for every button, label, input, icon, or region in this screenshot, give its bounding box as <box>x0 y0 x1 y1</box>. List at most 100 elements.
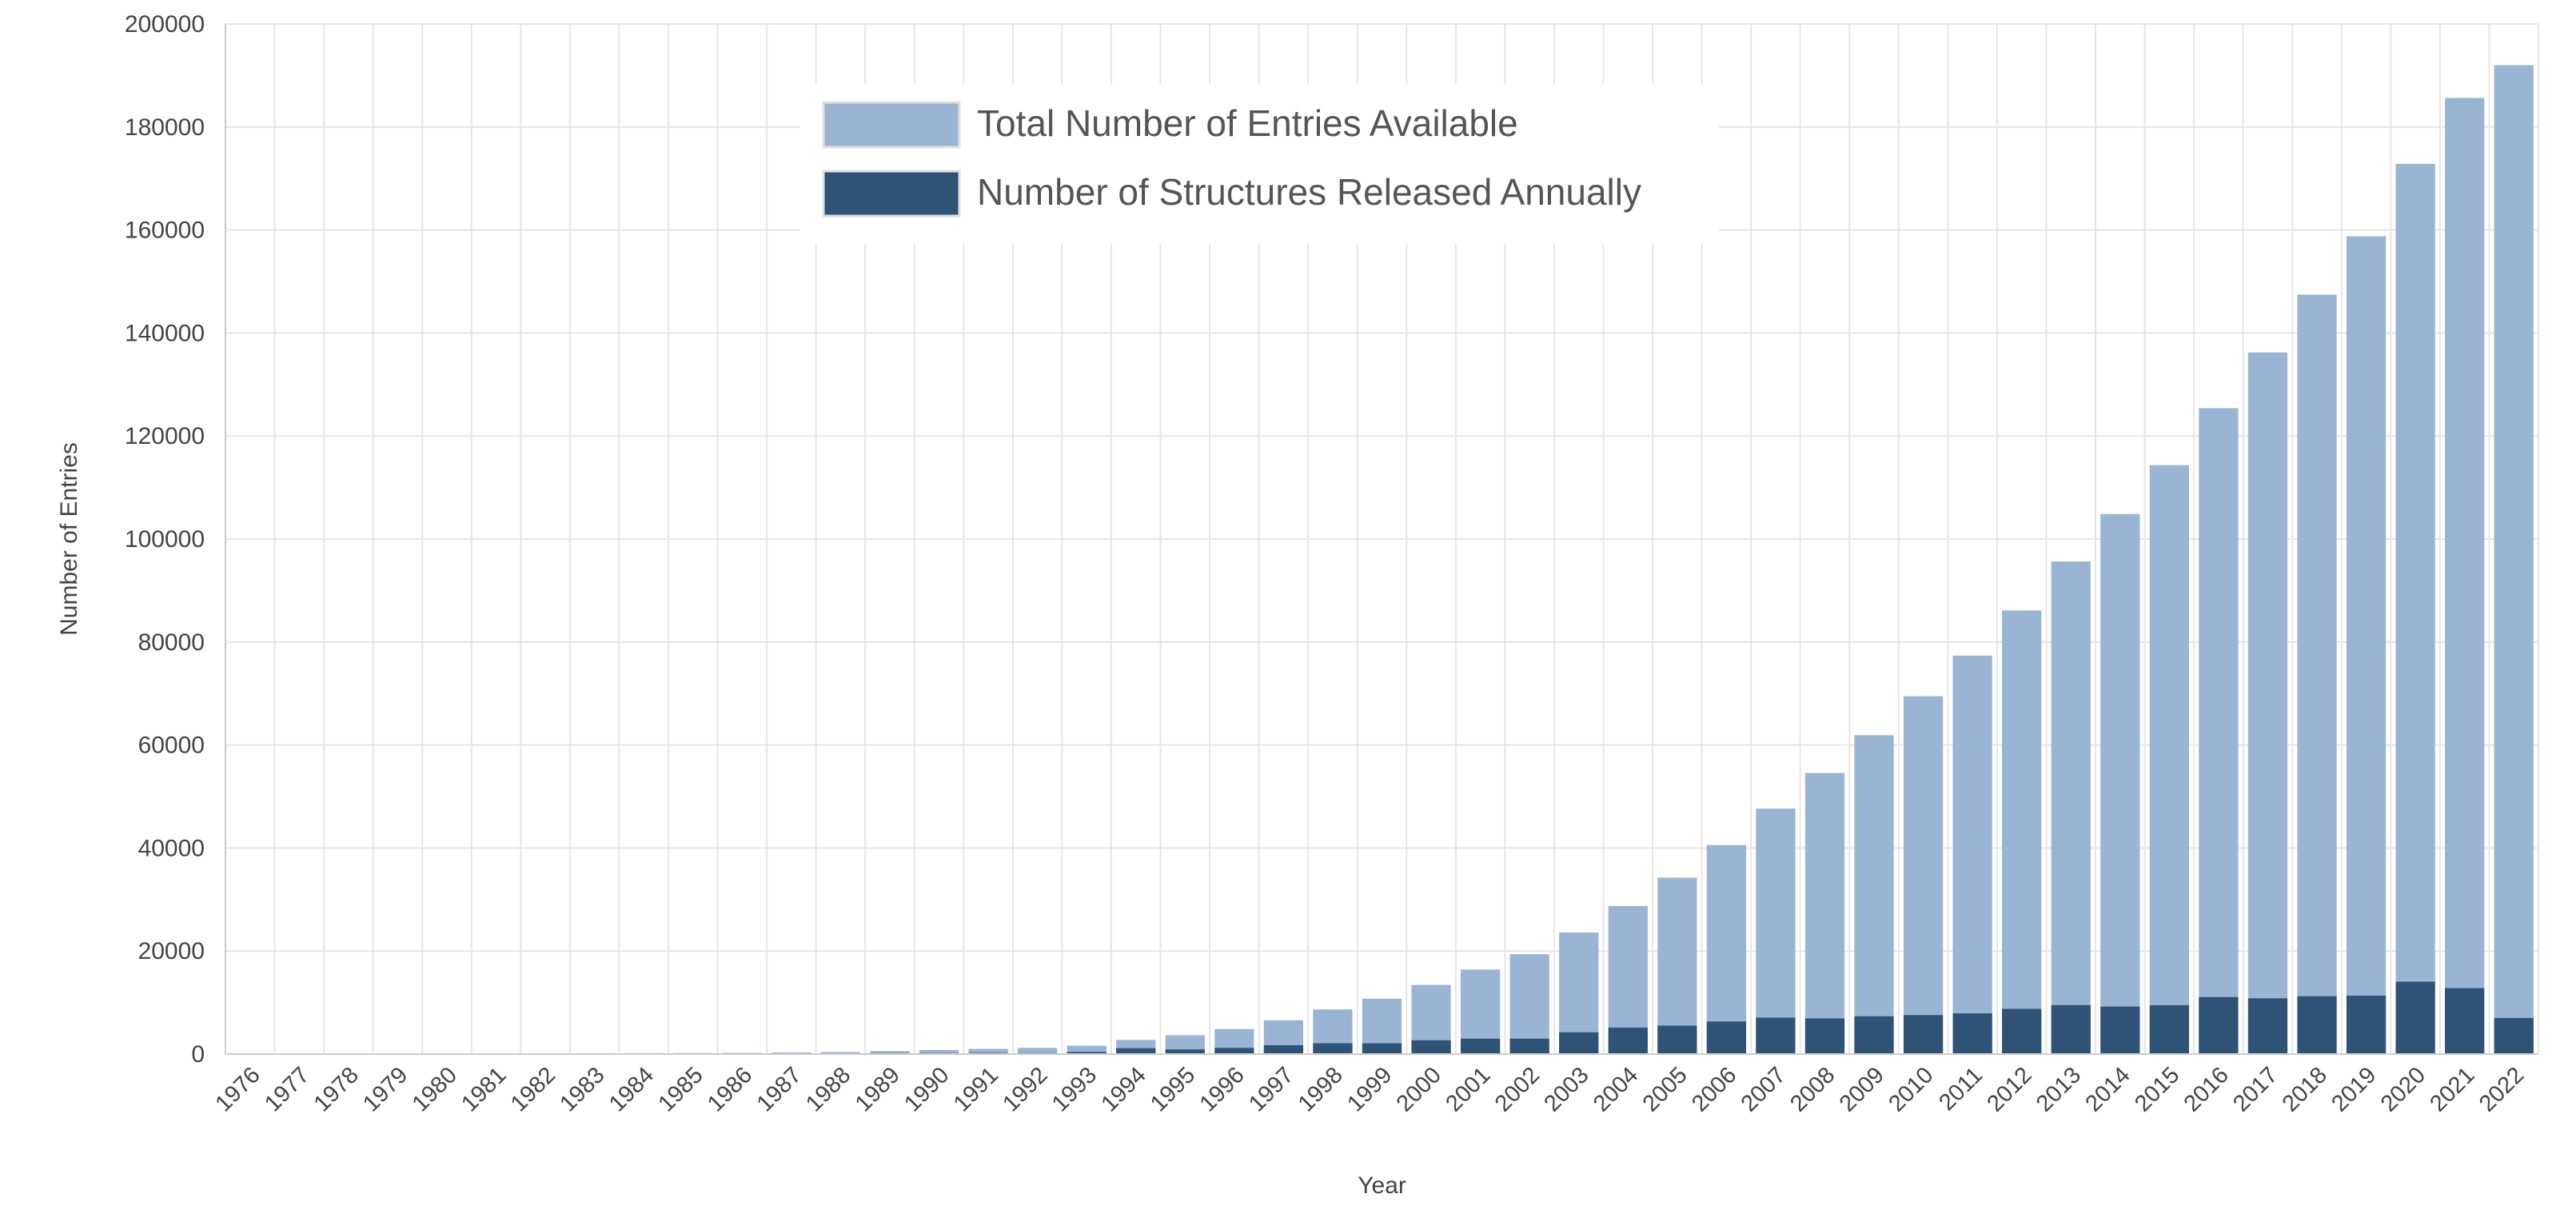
bar-total-2022 <box>2494 66 2534 1054</box>
x-tick-label: 2017 <box>2228 1062 2283 1116</box>
bar-annual-2018 <box>2297 996 2336 1054</box>
bar-annual-2015 <box>2150 1005 2189 1054</box>
x-tick-label: 1998 <box>1294 1062 1348 1116</box>
bar-annual-2008 <box>1805 1018 1844 1054</box>
x-tick-label: 1996 <box>1195 1062 1250 1116</box>
bar-total-2013 <box>2052 561 2091 1054</box>
x-tick-label: 1978 <box>309 1062 364 1116</box>
x-axis-label: Year <box>1358 1172 1406 1199</box>
bar-annual-2005 <box>1657 1025 1697 1054</box>
x-tick-label: 1989 <box>851 1062 905 1116</box>
x-tick-label: 2009 <box>1835 1062 1889 1116</box>
x-tick-label: 2001 <box>1441 1062 1495 1116</box>
bar-annual-2014 <box>2100 1007 2139 1054</box>
x-tick-label: 1977 <box>260 1062 314 1116</box>
x-tick-label: 2008 <box>1785 1062 1840 1116</box>
bar-annual-2022 <box>2494 1018 2534 1054</box>
y-tick-label: 100000 <box>125 526 205 553</box>
x-tick-label: 2014 <box>2081 1062 2135 1116</box>
bar-total-2011 <box>1953 656 1992 1054</box>
x-tick-label: 1999 <box>1342 1062 1397 1116</box>
bar-total-2014 <box>2100 514 2139 1054</box>
legend-label-annual: Number of Structures Released Annually <box>977 171 1641 213</box>
bar-annual-2016 <box>2199 997 2238 1054</box>
x-tick-label: 2015 <box>2130 1062 2184 1116</box>
x-tick-label: 1986 <box>703 1062 757 1116</box>
y-tick-labels: 0200004000060000800001000001200001400001… <box>125 11 205 1068</box>
legend-swatch-total <box>823 102 959 147</box>
y-tick-label: 120000 <box>125 423 205 449</box>
bar-annual-2009 <box>1854 1016 1893 1054</box>
bar-annual-1998 <box>1313 1043 1352 1054</box>
x-tick-label: 1990 <box>899 1062 954 1116</box>
x-tick-label: 1987 <box>752 1062 807 1116</box>
x-tick-label: 2012 <box>1982 1062 2036 1116</box>
bar-total-2020 <box>2395 164 2434 1054</box>
x-tick-label: 1981 <box>457 1062 511 1116</box>
x-tick-label: 1992 <box>998 1062 1052 1116</box>
bar-total-2008 <box>1805 773 1844 1054</box>
y-tick-label: 140000 <box>125 320 205 346</box>
x-tick-label: 2010 <box>1884 1062 1938 1116</box>
bar-annual-2017 <box>2248 998 2287 1054</box>
bar-annual-2019 <box>2347 996 2386 1054</box>
x-tick-label: 1985 <box>653 1062 708 1116</box>
bar-annual-1997 <box>1264 1045 1303 1054</box>
bar-annual-2004 <box>1609 1028 1648 1054</box>
x-tick-label: 2016 <box>2179 1062 2234 1116</box>
bar-annual-1994 <box>1116 1048 1155 1054</box>
y-tick-label: 0 <box>191 1041 205 1068</box>
bar-total-2017 <box>2248 353 2287 1054</box>
y-tick-label: 20000 <box>138 938 205 964</box>
x-tick-label: 2020 <box>2376 1062 2430 1116</box>
bar-total-2018 <box>2297 294 2336 1054</box>
x-tick-label: 1980 <box>408 1062 462 1116</box>
x-tick-label: 1991 <box>949 1062 1003 1116</box>
x-tick-label: 2000 <box>1392 1062 1446 1116</box>
bar-annual-2011 <box>1953 1013 1992 1054</box>
x-tick-label: 2006 <box>1687 1062 1741 1116</box>
x-tick-label: 1995 <box>1146 1062 1200 1116</box>
y-axis-label: Number of Entries <box>56 442 82 636</box>
x-tick-label: 2007 <box>1737 1062 1791 1116</box>
legend-swatch-annual <box>823 171 959 216</box>
bar-total-2015 <box>2150 465 2189 1054</box>
bar-annual-2010 <box>1904 1015 1943 1054</box>
bar-annual-2002 <box>1510 1039 1549 1054</box>
x-tick-label: 1979 <box>358 1062 413 1116</box>
x-tick-label: 1993 <box>1047 1062 1102 1116</box>
bar-annual-2020 <box>2395 981 2434 1054</box>
x-tick-label: 2004 <box>1589 1062 1643 1116</box>
bar-total-2009 <box>1854 735 1893 1054</box>
x-tick-label: 2011 <box>1934 1062 1988 1116</box>
bar-annual-2003 <box>1559 1032 1598 1054</box>
x-tick-label: 2021 <box>2425 1062 2479 1116</box>
x-tick-labels: 1976197719781979198019811982198319841985… <box>210 1062 2529 1116</box>
bar-annual-2021 <box>2445 988 2484 1054</box>
x-tick-label: 2022 <box>2474 1062 2529 1116</box>
x-tick-label: 1976 <box>210 1062 265 1116</box>
bar-annual-2006 <box>1707 1021 1746 1054</box>
x-tick-label: 2013 <box>2032 1062 2086 1116</box>
x-tick-label: 1997 <box>1244 1062 1298 1116</box>
bar-total-2012 <box>2002 610 2041 1054</box>
bar-annual-1999 <box>1362 1044 1402 1054</box>
bar-total-2007 <box>1756 809 1795 1054</box>
x-tick-label: 1982 <box>506 1062 560 1116</box>
y-tick-label: 60000 <box>138 733 205 759</box>
bar-annual-2007 <box>1756 1017 1795 1054</box>
x-tick-label: 1994 <box>1096 1062 1150 1116</box>
bar-total-2019 <box>2347 236 2386 1054</box>
bar-annual-2013 <box>2052 1005 2091 1054</box>
x-tick-label: 2019 <box>2327 1062 2381 1116</box>
y-tick-label: 40000 <box>138 835 205 861</box>
legend-label-total: Total Number of Entries Available <box>977 102 1518 144</box>
bar-annual-2012 <box>2002 1009 2041 1054</box>
legend: Total Number of Entries Available Number… <box>800 84 1719 244</box>
x-tick-label: 1988 <box>801 1062 855 1116</box>
bar-total-2021 <box>2445 98 2484 1054</box>
bar-total-2016 <box>2199 408 2238 1054</box>
y-tick-label: 200000 <box>125 11 205 38</box>
